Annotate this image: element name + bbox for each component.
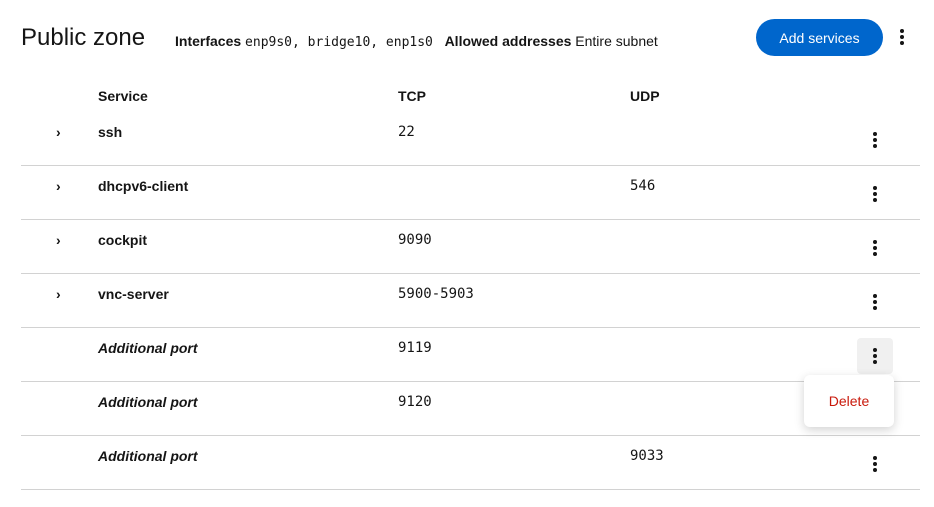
service-name: Additional port: [98, 340, 198, 356]
row-kebab-button[interactable]: [857, 230, 893, 266]
kebab-icon: [873, 132, 877, 148]
table-row: Additional port 9119: [21, 328, 920, 382]
udp-ports: 546: [630, 178, 656, 194]
tcp-ports: 22: [398, 124, 415, 140]
service-name: Additional port: [98, 448, 198, 464]
zone-kebab-button[interactable]: [884, 19, 920, 55]
interfaces-label: Interfaces: [175, 33, 242, 49]
page-title: Public zone: [21, 24, 146, 51]
allowed-addresses-label: Allowed addresses: [444, 33, 572, 49]
table-row: › ssh 22: [21, 112, 920, 166]
service-name: dhcpv6-client: [98, 178, 189, 194]
table-row: › dhcpv6-client 546: [21, 166, 920, 220]
udp-ports: 9033: [630, 448, 664, 464]
chevron-right-icon[interactable]: ›: [56, 286, 61, 302]
chevron-right-icon[interactable]: ›: [56, 178, 61, 194]
kebab-icon: [873, 294, 877, 310]
kebab-icon: [873, 348, 877, 364]
service-name: ssh: [98, 124, 123, 140]
interfaces-value: enp9s0, bridge10, enp1s0: [245, 35, 433, 50]
table-row: › vnc-server 5900-5903: [21, 274, 920, 328]
row-actions-menu: Delete: [804, 375, 894, 427]
zone-meta: Interfaces enp9s0, bridge10, enp1s0 Allo…: [175, 33, 658, 50]
row-kebab-button[interactable]: [857, 122, 893, 158]
kebab-icon: [873, 186, 877, 202]
add-services-button[interactable]: Add services: [756, 19, 883, 56]
kebab-icon: [873, 240, 877, 256]
kebab-icon: [900, 29, 904, 45]
service-name: vnc-server: [98, 286, 169, 302]
service-name: Additional port: [98, 394, 198, 410]
column-header-service[interactable]: Service: [98, 88, 148, 104]
delete-menu-item[interactable]: Delete: [828, 393, 870, 409]
column-header-tcp[interactable]: TCP: [398, 88, 426, 104]
table-row: Additional port 9033: [21, 436, 920, 490]
chevron-right-icon[interactable]: ›: [56, 124, 61, 140]
column-header-udp[interactable]: UDP: [630, 88, 660, 104]
table-row: Additional port 9120: [21, 382, 920, 436]
row-kebab-button[interactable]: [857, 176, 893, 212]
tcp-ports: 9090: [398, 232, 432, 248]
row-kebab-button[interactable]: [857, 446, 893, 482]
row-kebab-button[interactable]: [857, 284, 893, 320]
service-name: cockpit: [98, 232, 148, 248]
chevron-right-icon[interactable]: ›: [56, 232, 61, 248]
allowed-addresses-value: Entire subnet: [575, 33, 658, 49]
kebab-icon: [873, 456, 877, 472]
row-kebab-button[interactable]: [857, 338, 893, 374]
tcp-ports: 5900-5903: [398, 286, 474, 302]
table-row: › cockpit 9090: [21, 220, 920, 274]
tcp-ports: 9120: [398, 394, 432, 410]
tcp-ports: 9119: [398, 340, 432, 356]
